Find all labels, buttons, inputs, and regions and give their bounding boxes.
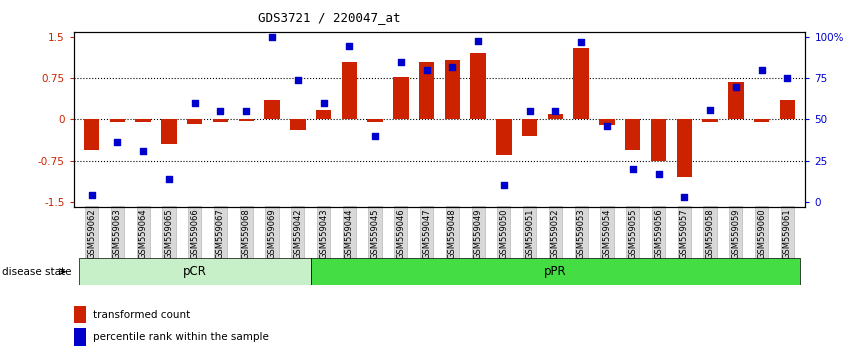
Bar (547, 114, 563, 120)
Bar (676, 120, 692, 177)
Bar (779, 100, 795, 120)
Bar (161, 120, 177, 144)
Bar (74, 328, 86, 346)
Text: GDS3721 / 220047_at: GDS3721 / 220047_at (258, 11, 400, 24)
Point (729, 84, 743, 90)
Bar (74, 306, 86, 323)
Bar (290, 120, 306, 130)
Point (265, 34, 279, 40)
Point (600, 123, 614, 129)
Point (754, 67, 768, 73)
Point (136, 148, 150, 154)
Point (780, 75, 794, 81)
Point (445, 64, 459, 70)
Bar (213, 120, 229, 122)
Bar (599, 120, 615, 125)
Point (497, 182, 511, 188)
Text: percentile rank within the sample: percentile rank within the sample (94, 332, 269, 342)
Point (703, 107, 717, 113)
Bar (573, 48, 589, 120)
Text: pCR: pCR (183, 265, 207, 278)
Bar (419, 62, 435, 120)
Point (651, 171, 665, 177)
Text: disease state: disease state (2, 267, 71, 277)
Bar (316, 110, 332, 120)
Text: pPR: pPR (544, 265, 566, 278)
Bar (187, 120, 203, 124)
Point (239, 108, 253, 114)
Bar (341, 62, 357, 120)
Point (548, 108, 562, 114)
Point (471, 38, 485, 44)
Bar (393, 77, 409, 120)
Bar (496, 120, 512, 155)
Point (85, 192, 99, 198)
Bar (367, 120, 383, 122)
Point (420, 67, 434, 73)
Bar (79, 258, 311, 285)
Point (214, 108, 228, 114)
Bar (753, 120, 769, 122)
Point (291, 77, 305, 83)
Bar (522, 120, 538, 136)
Point (574, 39, 588, 45)
Bar (110, 120, 126, 122)
Bar (470, 53, 486, 120)
Bar (650, 120, 666, 161)
Point (111, 139, 125, 145)
Point (342, 43, 356, 48)
Bar (84, 120, 100, 150)
Point (394, 59, 408, 65)
Bar (728, 82, 744, 120)
Text: transformed count: transformed count (94, 310, 191, 320)
Bar (444, 60, 460, 120)
Point (626, 166, 640, 172)
Point (677, 194, 691, 200)
Point (188, 100, 202, 106)
Point (162, 176, 176, 182)
Point (523, 108, 537, 114)
Bar (238, 120, 254, 121)
Bar (135, 120, 151, 122)
Bar (311, 258, 800, 285)
Point (317, 100, 331, 106)
Bar (264, 100, 280, 120)
Bar (625, 120, 641, 150)
Point (368, 133, 382, 139)
Bar (702, 120, 718, 122)
